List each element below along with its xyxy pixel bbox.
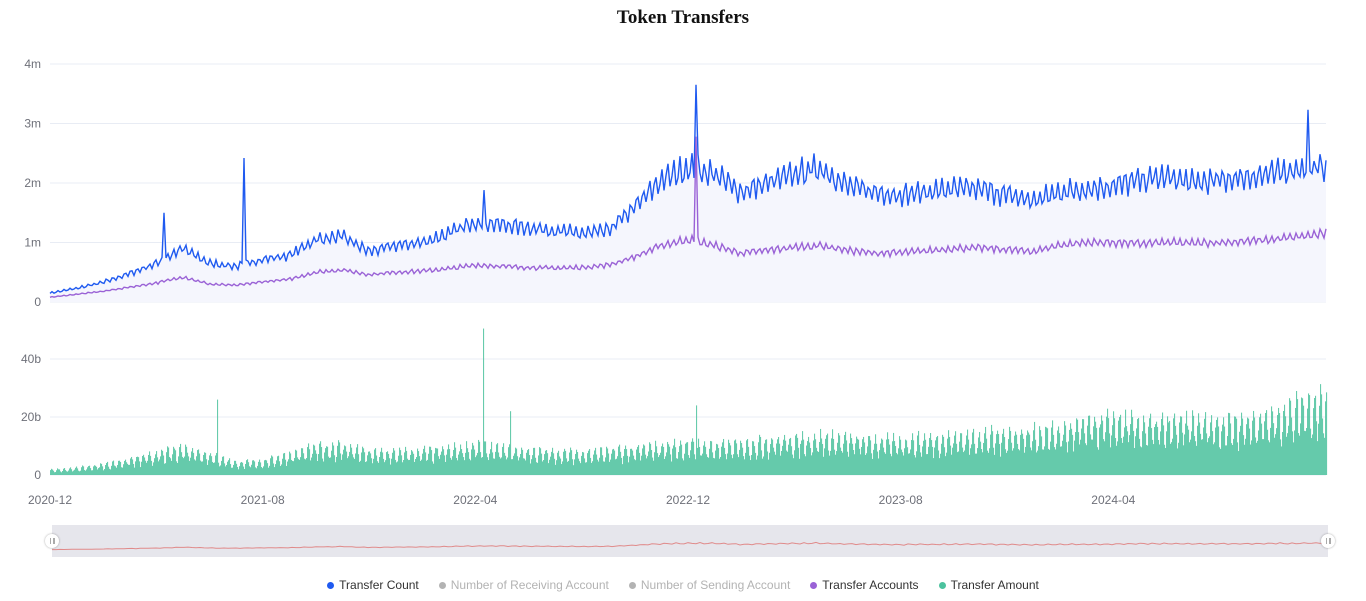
y-tick-label: 0 bbox=[34, 295, 41, 309]
legend-label: Transfer Count bbox=[339, 578, 419, 592]
legend-item-transfer-amount[interactable]: Transfer Amount bbox=[938, 578, 1039, 592]
legend-item-sending-accounts[interactable]: Number of Sending Account bbox=[628, 578, 791, 592]
y-tick-label: 4m bbox=[24, 57, 41, 71]
transfer-accounts-line[interactable] bbox=[49, 136, 1327, 298]
x-tick-label: 2021-08 bbox=[241, 493, 285, 507]
x-tick-label: 2023-08 bbox=[879, 493, 923, 507]
legend-dot-icon bbox=[810, 581, 818, 589]
legend-label: Number of Sending Account bbox=[640, 578, 791, 592]
bar-chart-y-axis: 0 20b 40b bbox=[21, 352, 41, 482]
x-tick-label: 2020-12 bbox=[28, 493, 72, 507]
legend-dot-icon bbox=[628, 581, 636, 589]
x-tick-label: 2024-04 bbox=[1091, 493, 1135, 507]
x-tick-label: 2022-12 bbox=[666, 493, 710, 507]
legend-item-receiving-accounts[interactable]: Number of Receiving Account bbox=[438, 578, 609, 592]
x-tick-label: 2022-04 bbox=[453, 493, 497, 507]
y-tick-label: 2m bbox=[24, 176, 41, 190]
data-zoom-start-handle[interactable] bbox=[45, 534, 59, 548]
legend-dot-icon bbox=[938, 581, 946, 589]
x-axis: 2020-12 2021-08 2022-04 2022-12 2023-08 2024-… bbox=[28, 493, 1136, 507]
legend-label: Number of Receiving Account bbox=[450, 578, 609, 592]
chart-title: Token Transfers bbox=[616, 7, 750, 28]
y-tick-label: 3m bbox=[24, 117, 41, 131]
y-tick-label: 40b bbox=[21, 352, 41, 366]
y-tick-label: 0 bbox=[34, 468, 41, 482]
legend-dot-icon bbox=[327, 581, 335, 589]
legend-label: Transfer Accounts bbox=[822, 578, 919, 592]
transfer-count-line[interactable] bbox=[49, 84, 1327, 295]
transfer-count-area bbox=[50, 84, 1326, 302]
y-tick-label: 20b bbox=[21, 410, 41, 424]
line-chart-y-axis: 0 1m 2m 3m 4m bbox=[24, 57, 41, 309]
legend-item-transfer-accounts[interactable]: Transfer Accounts bbox=[810, 578, 919, 592]
data-zoom-preview-line bbox=[52, 541, 1329, 551]
y-tick-label: 1m bbox=[24, 236, 41, 250]
legend-item-transfer-count[interactable]: Transfer Count bbox=[327, 578, 419, 592]
legend-label: Transfer Amount bbox=[950, 578, 1039, 592]
legend-dot-icon bbox=[438, 581, 446, 589]
chart-legend: Transfer Count Number of Receiving Accou… bbox=[0, 578, 1366, 592]
transfer-amount-bars[interactable] bbox=[50, 328, 1328, 475]
data-zoom-end-handle[interactable] bbox=[1321, 534, 1335, 548]
data-zoom-slider[interactable] bbox=[52, 525, 1328, 557]
